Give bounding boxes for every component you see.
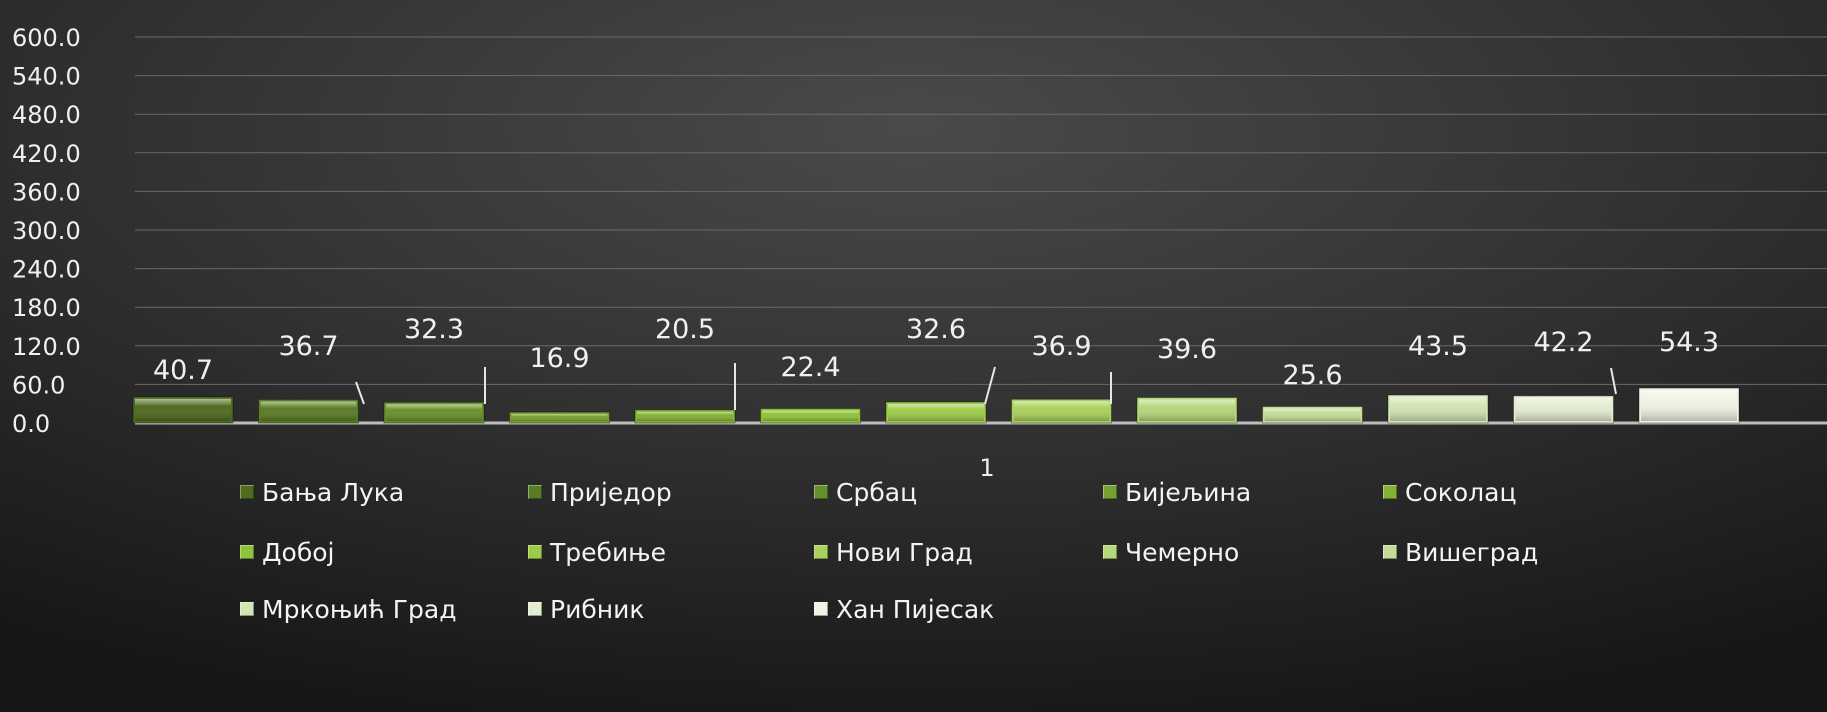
y-tick-label: 120.0 <box>12 333 81 361</box>
y-tick-label: 480.0 <box>12 101 81 129</box>
data-label: 54.3 <box>1659 327 1719 358</box>
data-label: 43.5 <box>1408 331 1468 362</box>
bar-bevel <box>511 414 608 421</box>
data-label: 40.7 <box>153 355 213 386</box>
x-tick-label: 1 <box>979 454 994 482</box>
bar-bevel <box>1390 397 1486 421</box>
data-label: 36.7 <box>278 331 338 362</box>
y-tick-label: 60.0 <box>12 371 65 399</box>
data-label: 42.2 <box>1533 327 1593 358</box>
bar-bevel <box>260 401 357 421</box>
y-tick-label: 540.0 <box>12 63 81 91</box>
bar-bevel <box>1139 399 1235 421</box>
y-tick-label: 300.0 <box>12 217 81 245</box>
y-tick-label: 420.0 <box>12 140 81 168</box>
leader-lines <box>355 363 1617 410</box>
bar-bevel <box>1641 390 1737 421</box>
leader-line <box>984 366 996 405</box>
data-label: 25.6 <box>1282 360 1342 391</box>
bar-bevel <box>135 398 231 421</box>
data-label: 32.6 <box>906 314 966 345</box>
data-label: 32.3 <box>404 314 464 345</box>
bar-bevel <box>762 410 859 421</box>
bar-bevel <box>637 411 733 421</box>
data-labels: 40.7 36.7 32.3 16.9 20.5 22.4 32.6 36.9 39.6 25.6… <box>153 314 1719 391</box>
y-tick-label: 180.0 <box>12 294 81 322</box>
bar-bevel <box>386 404 482 421</box>
y-tick-label: 0.0 <box>12 410 50 438</box>
bar-bevel <box>888 404 984 421</box>
data-label: 16.9 <box>529 343 589 374</box>
data-label: 20.5 <box>655 314 715 345</box>
y-tick-label: 240.0 <box>12 256 81 284</box>
data-label: 22.4 <box>780 352 840 383</box>
y-tick-label: 600.0 <box>12 24 81 52</box>
leader-line <box>355 381 365 405</box>
data-label: 39.6 <box>1157 334 1217 365</box>
bars <box>132 387 1740 424</box>
y-axis-ticks: 0.0 60.0 120.0 180.0 240.0 300.0 360.0 420.0 480… <box>12 24 81 438</box>
bar-bevel <box>1515 397 1612 421</box>
bar-bevel <box>1013 401 1110 421</box>
leader-line <box>1610 367 1617 395</box>
y-tick-label: 360.0 <box>12 178 81 206</box>
data-label: 36.9 <box>1031 331 1091 362</box>
bar-bevel <box>1264 408 1361 421</box>
